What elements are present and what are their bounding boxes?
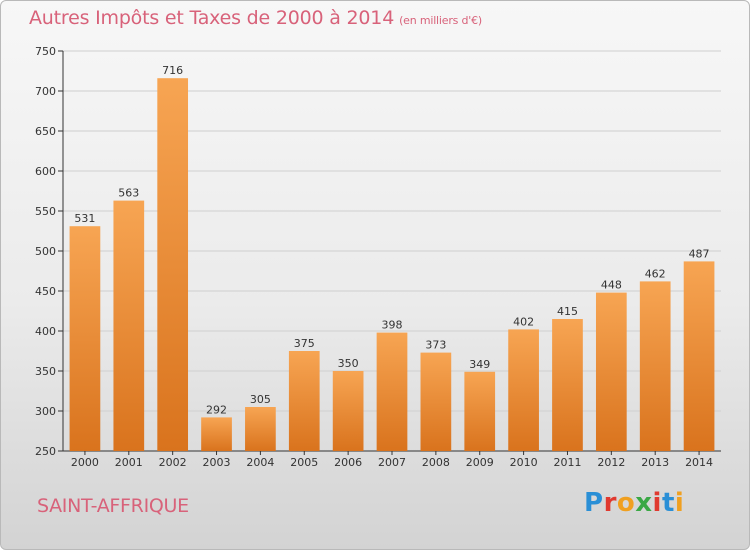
logo-letter: t xyxy=(661,488,675,518)
bar-value-label: 716 xyxy=(162,64,183,77)
x-tick-label: 2009 xyxy=(466,456,494,469)
chart-title: Autres Impôts et Taxes de 2000 à 2014 (en… xyxy=(29,7,482,29)
bar xyxy=(420,352,452,451)
commune-name: SAINT-AFFRIQUE xyxy=(37,495,189,517)
bar-value-label: 398 xyxy=(382,319,403,332)
y-tick-label: 750 xyxy=(35,45,56,58)
x-tick-label: 2001 xyxy=(115,456,143,469)
bar xyxy=(332,371,364,451)
x-tick-label: 2014 xyxy=(685,456,713,469)
bar xyxy=(245,407,276,451)
bar xyxy=(69,226,101,451)
bar-value-label: 292 xyxy=(206,403,227,416)
x-tick-label: 2012 xyxy=(597,456,625,469)
bar-value-label: 448 xyxy=(601,279,622,292)
logo-letter: o xyxy=(616,488,636,518)
bar-value-label: 531 xyxy=(74,212,95,225)
x-tick-label: 2005 xyxy=(290,456,318,469)
bar-value-label: 305 xyxy=(250,393,271,406)
x-tick-label: 2011 xyxy=(553,456,581,469)
bar xyxy=(639,281,671,451)
bar xyxy=(201,417,232,451)
bar xyxy=(464,371,496,451)
bar xyxy=(595,292,627,451)
logo-letter: x xyxy=(635,488,653,518)
bar xyxy=(376,332,408,451)
bar xyxy=(288,351,320,451)
logo-letter: P xyxy=(584,488,604,518)
bar-value-label: 349 xyxy=(469,358,490,371)
x-tick-label: 2007 xyxy=(378,456,406,469)
bar-value-label: 462 xyxy=(645,267,666,280)
logo-letter: r xyxy=(603,488,617,518)
x-tick-label: 2010 xyxy=(510,456,538,469)
bar-value-label: 375 xyxy=(294,337,315,350)
bar-value-label: 487 xyxy=(689,247,710,260)
chart-title-unit: (en milliers d'€) xyxy=(399,14,482,27)
bar xyxy=(508,329,539,451)
proxiti-logo: Proxiti xyxy=(584,488,684,518)
bar-value-label: 563 xyxy=(118,187,139,200)
x-tick-label: 2003 xyxy=(203,456,231,469)
y-tick-label: 350 xyxy=(35,365,56,378)
chart-title-main: Autres Impôts et Taxes de 2000 à 2014 xyxy=(29,7,395,29)
x-tick-label: 2000 xyxy=(71,456,99,469)
bar-value-label: 350 xyxy=(338,357,359,370)
x-tick-label: 2004 xyxy=(246,456,274,469)
x-tick-label: 2013 xyxy=(641,456,669,469)
x-tick-label: 2006 xyxy=(334,456,362,469)
y-tick-label: 500 xyxy=(35,245,56,258)
x-tick-label: 2008 xyxy=(422,456,450,469)
y-tick-label: 550 xyxy=(35,205,56,218)
y-tick-label: 450 xyxy=(35,285,56,298)
y-tick-label: 650 xyxy=(35,125,56,138)
logo-letter: i xyxy=(652,488,662,518)
y-tick-label: 600 xyxy=(35,165,56,178)
y-tick-label: 700 xyxy=(35,85,56,98)
bar xyxy=(683,261,715,451)
bar-value-label: 402 xyxy=(513,315,534,328)
bar-value-label: 373 xyxy=(425,339,446,352)
logo-letter: i xyxy=(674,488,685,518)
y-tick-label: 300 xyxy=(35,405,56,418)
y-tick-label: 400 xyxy=(35,325,56,338)
x-tick-label: 2002 xyxy=(159,456,187,469)
bar xyxy=(157,78,189,451)
bar-value-label: 415 xyxy=(557,305,578,318)
y-tick-label: 250 xyxy=(35,445,56,458)
bar xyxy=(113,200,145,451)
bar xyxy=(552,319,583,451)
